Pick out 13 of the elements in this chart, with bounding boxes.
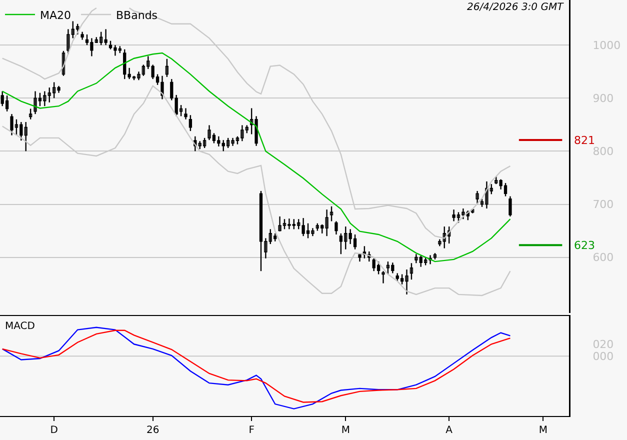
legend-label: MA20 [40, 8, 72, 22]
annotation: 26/4/2026 3:0 GMT [467, 2, 564, 13]
legend-label: BBands [116, 8, 158, 22]
x-tick-label: 26 [146, 425, 160, 436]
ref-line-label: 623 [574, 239, 595, 252]
x-tick-label: M [538, 425, 548, 436]
x-tick-label: D [50, 425, 58, 436]
x-tick-label: M [341, 425, 350, 436]
ref-line-label: 821 [574, 134, 595, 147]
x-tick-label: F [248, 425, 255, 436]
text: MACD [5, 321, 36, 332]
x-tick-label: A [446, 425, 453, 436]
line-series [2, 52, 511, 262]
